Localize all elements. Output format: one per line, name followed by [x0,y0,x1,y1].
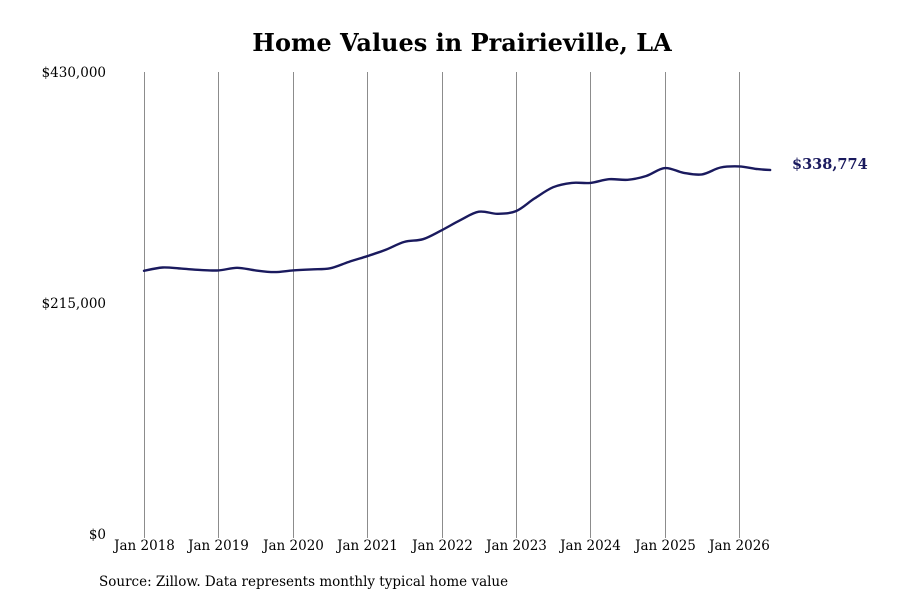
x-tick-label-3: Jan 2021 [335,538,398,554]
chart-title: Home Values in Prairieville, LA [252,28,672,57]
grid-lines [144,72,740,538]
y-tick-label-1: $215,000 [42,296,106,312]
end-value-label: $338,774 [792,156,868,173]
series-line-0 [142,165,772,274]
series-layer [142,165,772,274]
x-tick-label-4: Jan 2022 [410,538,473,554]
x-tick-label-7: Jan 2025 [633,538,696,554]
source-note: Source: Zillow. Data represents monthly … [99,574,509,590]
x-tick-label-1: Jan 2019 [186,538,249,554]
x-tick-label-8: Jan 2026 [707,538,770,554]
y-axis-ticks: $0 $215,000 $430,000 [42,65,106,543]
x-tick-label-6: Jan 2024 [558,538,621,554]
x-tick-label-0: Jan 2018 [112,538,175,554]
y-tick-label-2: $430,000 [42,65,106,81]
y-tick-label-0: $0 [89,527,106,543]
x-tick-label-5: Jan 2023 [484,538,547,554]
end-label-layer: $338,774 [792,156,868,173]
x-tick-label-2: Jan 2020 [261,538,324,554]
x-axis-ticks: Jan 2018 Jan 2019 Jan 2020 Jan 2021 Jan 2022… [112,538,770,554]
